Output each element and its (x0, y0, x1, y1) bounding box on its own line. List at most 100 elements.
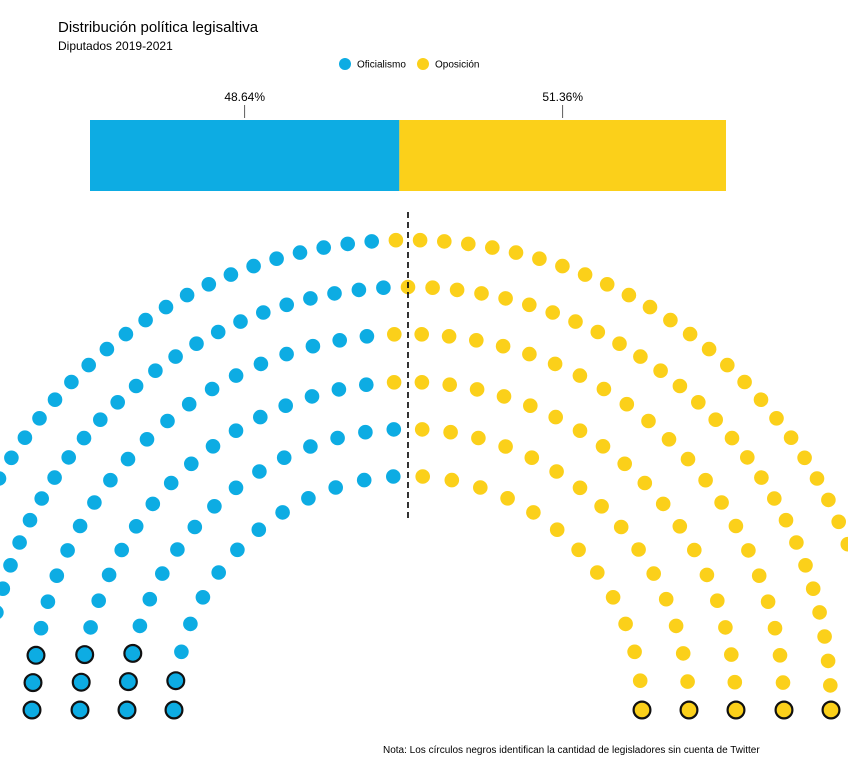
seat-115 (316, 240, 332, 255)
seat-183 (549, 522, 565, 537)
seat-188 (720, 357, 735, 373)
seat-172 (596, 381, 612, 397)
seat-71 (184, 456, 199, 472)
seat-155 (522, 346, 537, 362)
seat-51 (128, 519, 144, 534)
seat-56 (103, 472, 118, 488)
seat-144 (469, 333, 484, 348)
seat-85 (228, 423, 244, 439)
share-label-1: 48.64% (224, 90, 265, 104)
seat-221 (831, 514, 846, 530)
seat-127 (387, 327, 402, 342)
seat-45 (72, 518, 88, 534)
seat-203 (740, 450, 755, 465)
seat-190 (594, 499, 609, 514)
seat-232 (805, 581, 821, 596)
seat-243 (772, 648, 788, 663)
seat-134 (425, 280, 440, 296)
seat-80 (181, 396, 197, 412)
seat-240 (817, 629, 832, 644)
seat-202 (698, 472, 713, 488)
seat-224 (618, 616, 633, 632)
seat-196 (680, 451, 696, 467)
seat-207 (672, 519, 688, 534)
seat-149 (471, 430, 486, 446)
seat-no-twitter-254 (726, 700, 746, 720)
seat-23 (174, 644, 189, 660)
seat-178 (619, 396, 635, 412)
chart-title: Distribución política legisaltiva (58, 19, 259, 36)
seat-55 (61, 450, 76, 465)
seat-75 (251, 522, 267, 537)
seat-79 (205, 439, 221, 454)
seat-64 (93, 412, 108, 428)
seat-27 (40, 594, 56, 609)
seat-22 (0, 606, 4, 619)
seat-88 (189, 336, 204, 352)
seat-245 (820, 653, 836, 669)
seat-223 (658, 591, 674, 607)
seat-219 (741, 543, 756, 558)
seat-91 (252, 409, 268, 425)
seat-102 (246, 258, 261, 274)
seat-184 (641, 413, 656, 429)
seat-116 (327, 286, 342, 301)
seat-105 (304, 389, 320, 404)
seat-112 (331, 382, 347, 397)
seat-77 (118, 326, 134, 342)
seat-247 (680, 674, 695, 689)
seat-63 (230, 542, 245, 558)
seat-67 (139, 432, 155, 447)
seat-47 (34, 491, 49, 506)
seat-97 (253, 356, 269, 372)
seat-no-twitter-15 (26, 645, 46, 665)
seat-78 (148, 363, 163, 379)
seat-173 (572, 423, 588, 439)
seat-99 (278, 398, 294, 414)
seat-152 (522, 297, 537, 313)
seat-225 (751, 568, 767, 583)
seat-210 (797, 450, 812, 466)
seat-241 (724, 647, 739, 662)
seat-98 (223, 267, 239, 282)
seat-248 (727, 674, 743, 690)
seat-209 (754, 470, 769, 485)
seat-153 (496, 389, 512, 404)
seat-156 (555, 258, 570, 274)
seat-82 (168, 349, 183, 364)
seat-no-twitter-253 (679, 700, 699, 720)
seat-31 (3, 558, 18, 573)
seat-121 (359, 329, 375, 344)
seat-159 (523, 398, 538, 414)
seat-170 (612, 336, 627, 352)
seat-70 (81, 357, 96, 373)
seat-220 (699, 567, 715, 583)
seat-128 (388, 232, 404, 248)
seat-61 (47, 392, 63, 408)
seat-143 (485, 240, 500, 255)
seat-198 (613, 519, 629, 535)
seat-206 (631, 542, 646, 557)
seat-62 (120, 451, 136, 467)
seat-86 (204, 381, 220, 397)
seat-123 (386, 469, 401, 484)
seat-157 (545, 305, 560, 320)
seat-244 (632, 673, 648, 688)
seat-81 (138, 312, 153, 328)
legend-label-2: Oposición (435, 60, 479, 71)
seat-150 (495, 338, 511, 354)
seat-166 (590, 324, 606, 340)
seat-59 (76, 430, 92, 446)
seat-235 (627, 644, 642, 660)
seat-132 (414, 375, 430, 390)
seat-83 (275, 505, 290, 520)
seat-72 (128, 378, 144, 394)
seat-158 (498, 439, 513, 454)
seat-103 (279, 346, 294, 362)
seat-no-twitter-1 (164, 700, 184, 720)
seat-163 (599, 277, 615, 292)
seat-119 (359, 377, 374, 393)
seat-230 (668, 618, 684, 634)
seat-87 (158, 299, 174, 315)
